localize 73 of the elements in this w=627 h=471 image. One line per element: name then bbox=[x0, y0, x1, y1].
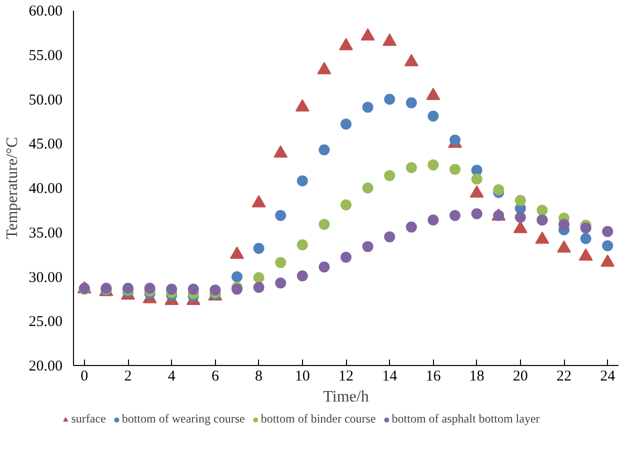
point bbox=[340, 118, 352, 130]
point bbox=[514, 194, 526, 206]
point bbox=[275, 257, 286, 268]
legend-label: bottom of wearing course bbox=[122, 412, 245, 426]
point bbox=[318, 218, 330, 230]
point bbox=[406, 162, 417, 174]
point bbox=[275, 277, 286, 288]
point bbox=[558, 218, 570, 230]
x-tick-label: 6 bbox=[211, 368, 220, 384]
point bbox=[296, 239, 308, 250]
x-tick-label: 8 bbox=[255, 368, 263, 384]
point bbox=[362, 182, 374, 194]
legend-label: bottom of binder course bbox=[260, 412, 376, 426]
point bbox=[406, 222, 417, 233]
point bbox=[144, 282, 156, 294]
y-tick-label: 40.00 bbox=[28, 181, 62, 197]
point bbox=[318, 144, 330, 156]
point bbox=[340, 199, 352, 210]
y-axis-title: Temperature/°C bbox=[4, 136, 21, 240]
x-tick-label: 10 bbox=[294, 368, 310, 384]
legend-label: bottom of asphalt bottom layer bbox=[392, 412, 540, 426]
point bbox=[362, 241, 374, 252]
point bbox=[318, 261, 330, 272]
point bbox=[514, 212, 526, 223]
point bbox=[296, 270, 308, 282]
point bbox=[384, 94, 396, 105]
x-tick-label: 18 bbox=[469, 368, 484, 384]
y-tick-label: 60.00 bbox=[28, 4, 62, 20]
point bbox=[471, 174, 482, 185]
point bbox=[296, 175, 308, 186]
point bbox=[471, 208, 482, 220]
point bbox=[428, 214, 439, 226]
point bbox=[166, 284, 178, 295]
x-tick-label: 20 bbox=[512, 368, 528, 384]
point bbox=[340, 252, 352, 263]
point bbox=[580, 222, 592, 234]
x-tick-label: 12 bbox=[338, 368, 354, 384]
point bbox=[188, 284, 199, 295]
point bbox=[253, 242, 264, 254]
point bbox=[471, 164, 482, 176]
x-tick-label: 22 bbox=[556, 368, 572, 384]
y-tick-label: 55.00 bbox=[28, 48, 62, 64]
x-tick-label: 14 bbox=[382, 368, 398, 384]
point bbox=[253, 272, 264, 284]
x-tick-label: 2 bbox=[124, 368, 132, 384]
y-tick-label: 20.00 bbox=[28, 358, 62, 374]
point bbox=[253, 282, 264, 293]
point bbox=[210, 284, 221, 296]
point bbox=[232, 271, 242, 282]
x-tick-label: 0 bbox=[80, 368, 88, 384]
y-tick-label: 35.00 bbox=[28, 225, 62, 242]
point bbox=[450, 164, 460, 175]
point bbox=[384, 170, 396, 182]
point bbox=[602, 240, 614, 252]
x-tick-label: 4 bbox=[168, 368, 176, 384]
point bbox=[493, 184, 504, 196]
x-tick-label: 16 bbox=[426, 368, 442, 384]
y-tick-label: 25.00 bbox=[28, 314, 62, 330]
point bbox=[428, 159, 439, 170]
point bbox=[275, 210, 286, 222]
point bbox=[384, 231, 396, 242]
x-tick-label: 24 bbox=[600, 368, 616, 384]
point bbox=[580, 233, 592, 244]
y-tick-label: 30.00 bbox=[28, 270, 62, 286]
point bbox=[406, 97, 417, 108]
point bbox=[362, 102, 374, 113]
point bbox=[450, 210, 460, 222]
point bbox=[536, 204, 548, 216]
x-axis-title: Time/h bbox=[323, 388, 369, 406]
legend-label: surface bbox=[71, 412, 106, 426]
y-tick-label: 50.00 bbox=[28, 92, 62, 108]
y-tick-label: 45.00 bbox=[28, 136, 62, 153]
point bbox=[428, 110, 439, 122]
